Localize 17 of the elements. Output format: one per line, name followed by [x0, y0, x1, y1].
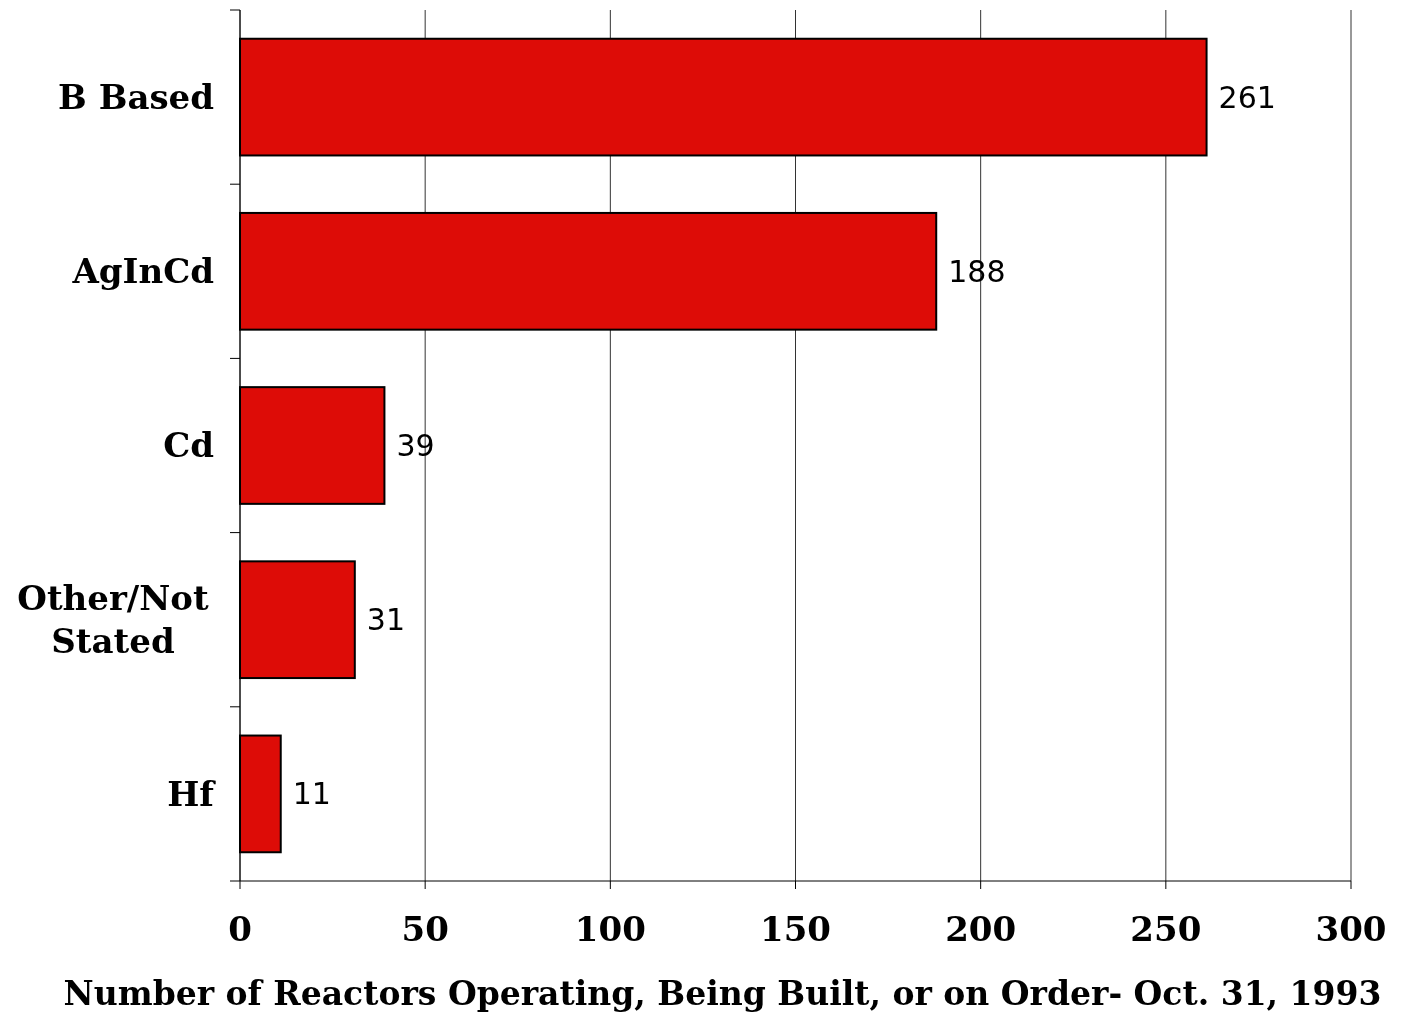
x-tick-label: 200 — [945, 909, 1017, 949]
data-label: 31 — [366, 602, 405, 638]
x-tick-label: 0 — [228, 909, 252, 949]
x-tick-label: 100 — [574, 909, 646, 949]
x-tick-label: 50 — [401, 909, 449, 949]
y-tick-label: B Based — [58, 77, 214, 117]
x-tick-label: 250 — [1130, 909, 1202, 949]
y-tick-label: Cd — [163, 425, 214, 466]
y-tick-label: AgInCd — [71, 251, 214, 292]
x-tick-label: 150 — [760, 909, 831, 949]
x-tick-label: 300 — [1315, 909, 1387, 949]
x-axis-title: Number of Reactors Operating, Being Built, or on Order- Oct. 31, 1993 — [63, 974, 1382, 1013]
data-label: 11 — [292, 776, 331, 812]
y-tick-label: Hf — [167, 773, 217, 814]
data-label: 39 — [396, 428, 435, 463]
data-label: 261 — [1218, 79, 1276, 115]
y-tick-label: Other/Not Stated — [17, 578, 210, 662]
